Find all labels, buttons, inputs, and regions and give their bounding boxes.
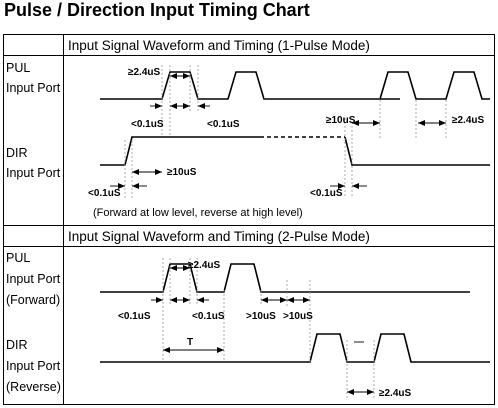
annotation-dir-setup: ≥10uS bbox=[326, 115, 356, 126]
direction-note: (Forward at low level, reverse at high l… bbox=[93, 207, 303, 219]
annotation-2p-pulse-width: ≥2.4uS bbox=[188, 260, 220, 271]
annotation-2p-period: T bbox=[187, 337, 193, 348]
pul-waveform-1-pulse bbox=[100, 71, 490, 101]
pul-label-line-2: Input Port bbox=[6, 81, 61, 95]
pul-fwd-label-line-3: (Forward) bbox=[6, 293, 60, 307]
annotation-2p-fall-time: <0.1uS bbox=[192, 311, 225, 322]
pul-fwd-label-line-1: PUL bbox=[6, 251, 30, 265]
dir-waveform-1-pulse bbox=[100, 136, 490, 166]
dir-rev-label-line-3: (Reverse) bbox=[6, 380, 61, 394]
dir-label-line-1: DIR bbox=[6, 146, 28, 160]
annotation-2p-rise-time: <0.1uS bbox=[118, 311, 151, 322]
pul-label-line-1: PUL bbox=[6, 61, 30, 75]
annotation-rise-time: <0.1uS bbox=[131, 119, 164, 130]
dir-rev-label-line-1: DIR bbox=[6, 338, 28, 352]
annotation-dir-rise: <0.1uS bbox=[88, 188, 121, 199]
annotation-low-width: ≥2.4uS bbox=[452, 115, 484, 126]
table-grid bbox=[3, 34, 495, 405]
guide-lines-2-pulse bbox=[162, 258, 375, 400]
dir-waveform-2-pulse bbox=[100, 333, 490, 363]
annotation-2p-gap-2: >10uS bbox=[283, 311, 313, 322]
table-border bbox=[3, 34, 495, 405]
annotation-2p-reverse-width: ≥2.4uS bbox=[379, 388, 411, 399]
annotation-fall-time: <0.1uS bbox=[207, 119, 240, 130]
dir-label-line-2: Input Port bbox=[6, 166, 61, 180]
pul-fwd-label-line-2: Input Port bbox=[6, 272, 61, 286]
page-title: Pulse / Direction Input Timing Chart bbox=[4, 0, 310, 20]
annotation-pulse-width: ≥2.4uS bbox=[128, 67, 160, 78]
annotation-dir-lead: ≥10uS bbox=[167, 167, 197, 178]
annotation-dir-fall: <0.1uS bbox=[310, 188, 343, 199]
pul-waveform-2-pulse bbox=[100, 263, 470, 293]
dir-rev-label-line-2: Input Port bbox=[6, 359, 61, 373]
dimension-arrows-2-pulse bbox=[151, 265, 374, 395]
section-heading-2-pulse: Input Signal Waveform and Timing (2-Puls… bbox=[68, 229, 370, 244]
section-heading-1-pulse: Input Signal Waveform and Timing (1-Puls… bbox=[68, 38, 370, 53]
dimension-arrows-1-pulse bbox=[110, 73, 446, 189]
annotation-2p-gap-1: >10uS bbox=[246, 311, 276, 322]
guide-lines-1-pulse bbox=[124, 65, 447, 198]
